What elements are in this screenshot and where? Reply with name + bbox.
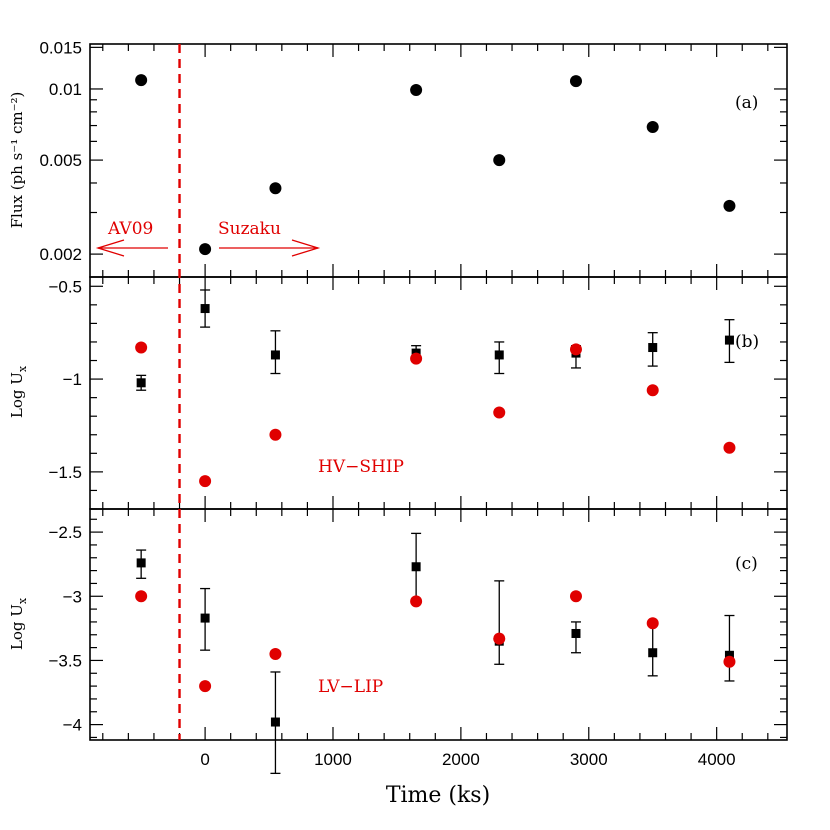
data-point-circle bbox=[269, 648, 282, 661]
x-tick-label: 1000 bbox=[314, 750, 352, 769]
data-point-circle bbox=[569, 343, 582, 356]
data-point-circle bbox=[493, 632, 506, 645]
data-point-circle bbox=[646, 617, 659, 630]
panel-c-tag: (c) bbox=[735, 554, 758, 574]
y-tick-label: −1 bbox=[63, 370, 82, 389]
panel-b-label-hv-ship: HV−SHIP bbox=[318, 457, 404, 477]
data-point-circle bbox=[646, 384, 659, 397]
x-tick-label: 4000 bbox=[698, 750, 736, 769]
data-point-circle bbox=[410, 352, 423, 365]
x-tick-label: 3000 bbox=[570, 750, 608, 769]
y-tick-label: 0.002 bbox=[39, 245, 82, 264]
data-point-circle bbox=[135, 590, 148, 603]
y-tick-label: −4 bbox=[63, 716, 82, 735]
panel-c-y-axis-title-sub: x bbox=[16, 597, 29, 604]
data-point-square bbox=[648, 648, 658, 658]
panel-c-frame bbox=[89, 508, 788, 741]
data-point-circle bbox=[723, 655, 736, 668]
y-tick-label: −2.5 bbox=[48, 523, 82, 542]
y-tick-label: −3 bbox=[63, 587, 82, 606]
data-point-circle bbox=[135, 74, 148, 87]
data-point-square bbox=[200, 304, 210, 314]
panel-c-y-axis-title: Log Ux bbox=[8, 597, 29, 650]
data-point-square bbox=[571, 628, 581, 638]
panel-c-y-axis-title-main: Log U bbox=[8, 604, 26, 650]
panel-b-y-axis-title-sub: x bbox=[16, 365, 29, 372]
panel-a-y-axis-title: Flux (ph s⁻¹ cm⁻²) bbox=[8, 92, 26, 229]
data-marks bbox=[135, 74, 736, 775]
y-tick-label: 0.005 bbox=[39, 151, 82, 170]
data-point-circle bbox=[269, 182, 282, 195]
annotation-suzaku: Suzaku bbox=[218, 219, 281, 239]
data-point-square bbox=[270, 717, 280, 727]
y-tick-label: −0.5 bbox=[48, 277, 82, 296]
data-point-circle bbox=[199, 243, 212, 256]
av09-arrow bbox=[95, 239, 168, 257]
data-point-square bbox=[270, 350, 280, 360]
data-point-circle bbox=[493, 406, 506, 419]
suzaku-arrow bbox=[219, 239, 321, 257]
data-point-square bbox=[724, 650, 734, 660]
data-point-circle bbox=[569, 590, 582, 603]
data-point-circle bbox=[723, 441, 736, 454]
data-point-circle bbox=[269, 428, 282, 441]
panel-a-frame bbox=[89, 43, 788, 278]
panel-a-y-tick-labels: 0.002 0.005 0.01 0.015 bbox=[39, 38, 82, 264]
data-point-square bbox=[136, 558, 146, 568]
data-point-square bbox=[494, 350, 504, 360]
panel-b-y-axis-title: Log Ux bbox=[8, 365, 29, 418]
data-point-square bbox=[724, 335, 734, 345]
data-point-circle bbox=[723, 199, 736, 212]
y-tick-label: −3.5 bbox=[48, 651, 82, 670]
data-point-circle bbox=[646, 121, 659, 134]
axis-ticks bbox=[90, 44, 787, 740]
data-point-circle bbox=[569, 75, 582, 88]
data-point-circle bbox=[410, 595, 423, 608]
panel-b-y-tick-labels: −1.5 −1 −0.5 bbox=[48, 277, 82, 482]
panel-b-frame bbox=[89, 276, 788, 510]
data-point-square bbox=[136, 378, 146, 388]
y-tick-label: −1.5 bbox=[48, 463, 82, 482]
data-point-circle bbox=[135, 341, 148, 354]
x-tick-label: 2000 bbox=[442, 750, 480, 769]
panel-c-y-tick-labels: −4 −3.5 −3 −2.5 bbox=[48, 523, 82, 735]
data-point-circle bbox=[493, 154, 506, 167]
data-point-square bbox=[648, 343, 658, 353]
data-point-circle bbox=[199, 475, 212, 488]
panel-c-label-lv-lip: LV−LIP bbox=[318, 677, 383, 697]
panel-a-tag: (a) bbox=[735, 93, 758, 113]
y-tick-label: 0.01 bbox=[49, 80, 82, 99]
x-tick-labels: 0 1000 2000 3000 4000 bbox=[200, 750, 735, 769]
panel-b-tag: (b) bbox=[735, 332, 759, 352]
x-axis-title: Time (ks) bbox=[386, 783, 490, 808]
data-point-circle bbox=[410, 83, 423, 96]
panel-b-y-axis-title-main: Log U bbox=[8, 372, 26, 418]
annotation-av09: AV09 bbox=[107, 219, 153, 239]
data-point-square bbox=[200, 613, 210, 623]
y-tick-label: 0.015 bbox=[39, 38, 82, 57]
x-tick-label: 0 bbox=[200, 750, 209, 769]
data-point-square bbox=[411, 562, 421, 572]
data-point-circle bbox=[199, 680, 212, 693]
